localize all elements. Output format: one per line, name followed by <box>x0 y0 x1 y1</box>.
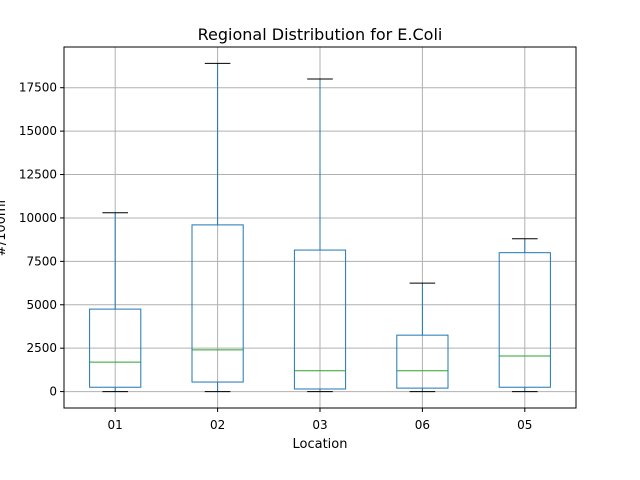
y-tick-label: 5000 <box>26 298 57 312</box>
x-tick-label: 03 <box>312 418 327 432</box>
box-iqr <box>498 252 551 388</box>
box-05 <box>498 238 551 393</box>
box-06 <box>396 282 449 393</box>
x-tick-label: 02 <box>210 418 225 432</box>
box-iqr <box>89 308 142 388</box>
y-tick-label: 17500 <box>19 81 57 95</box>
x-tick-label: 06 <box>415 418 430 432</box>
y-axis-label: #/100ml <box>0 200 9 256</box>
box-series <box>89 62 551 393</box>
x-axis-label: Location <box>293 437 348 452</box>
y-tick-label: 10000 <box>19 211 57 225</box>
x-tick-label: 05 <box>517 418 532 432</box>
chart-title: Regional Distribution for E.Coli <box>198 25 443 44</box>
y-tick-label: 2500 <box>26 341 57 355</box>
y-tick-label: 7500 <box>26 254 57 268</box>
box-01 <box>89 212 142 393</box>
axis-ticks: 0 2500 5000 7500 10000 12500 15000 17500 01 02 03 0… <box>19 81 533 432</box>
box-iqr <box>396 334 449 389</box>
y-tick-label: 0 <box>49 385 57 399</box>
x-tick-label: 01 <box>108 418 123 432</box>
box-02 <box>191 62 244 393</box>
box-iqr <box>293 249 347 390</box>
y-tick-label: 12500 <box>19 168 57 182</box>
box-03 <box>293 78 347 393</box>
box-iqr <box>191 224 244 383</box>
y-tick-label: 15000 <box>19 124 57 138</box>
